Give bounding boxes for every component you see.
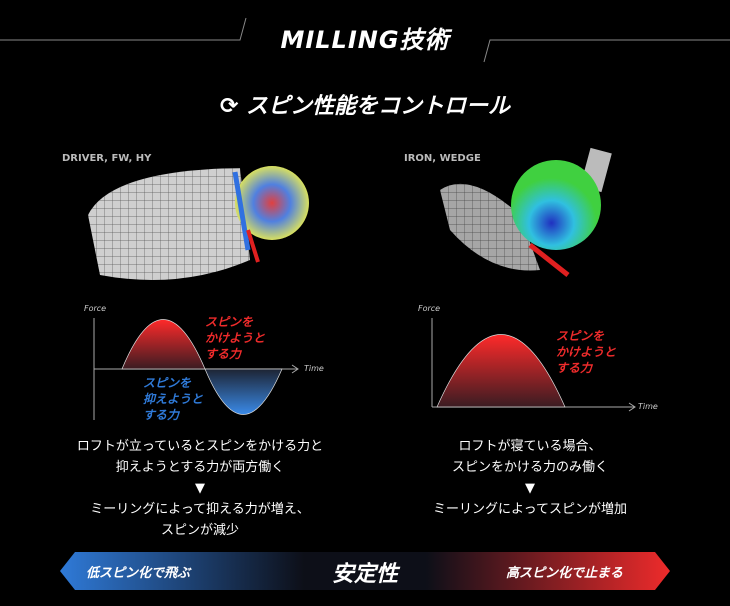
driver-label: DRIVER, FW, HY <box>62 153 152 164</box>
right-description: ロフトが寝ている場合、 スピンをかける力のみ働く ▼ ミーリングによってスピンが増… <box>365 436 695 520</box>
bar-right-label: 高スピン化で止まる <box>506 566 624 581</box>
right-y-label: Force <box>418 304 441 313</box>
right-positive-label: スピンを かけようと する力 <box>556 329 617 375</box>
iron-label: IRON, WEDGE <box>404 153 481 164</box>
left-force-chart <box>93 318 299 420</box>
down-arrow-icon: ▼ <box>195 481 205 496</box>
left-negative-label: スピンを 抑えようと する力 <box>143 376 204 422</box>
bar-center-label: 安定性 <box>331 562 398 587</box>
driver-head-image <box>88 166 309 280</box>
subtitle: ⟳ スピン性能をコントロール <box>219 94 511 119</box>
iron-head-image <box>440 147 612 277</box>
right-x-label: Time <box>638 402 658 411</box>
left-y-label: Force <box>84 304 107 313</box>
left-description: ロフトが立っているとスピンをかける力と 抑えようとする力が両方働く ▼ ミーリング… <box>35 436 365 541</box>
left-x-label: Time <box>304 364 324 373</box>
page-title: MILLING技術 <box>280 26 450 54</box>
stability-bar <box>60 552 670 590</box>
down-arrow-icon: ▼ <box>525 481 535 496</box>
left-positive-label: スピンを かけようと する力 <box>205 315 266 361</box>
rotate-arrows-icon: ⟳ <box>219 94 239 119</box>
bar-left-label: 低スピン化で飛ぶ <box>86 566 191 581</box>
right-force-chart <box>431 318 636 412</box>
